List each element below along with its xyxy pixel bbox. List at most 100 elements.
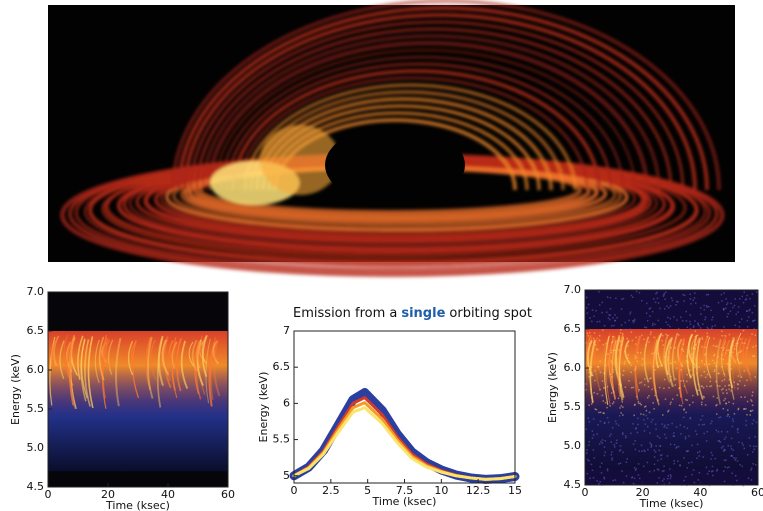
noise [636,360,638,362]
noise [746,453,749,456]
y-tick-label: 5 [283,469,290,482]
noise [735,457,737,459]
noise [705,352,707,355]
noise [738,441,740,444]
noise [752,355,754,357]
noise [661,339,663,342]
noise [661,480,664,482]
noise [716,403,718,406]
noise [667,423,670,426]
noise [746,326,749,328]
noise [726,409,729,411]
noise [732,402,735,405]
noise [709,385,711,388]
noise [723,378,726,381]
noise [665,333,667,336]
noise [688,404,691,406]
noise [598,304,601,306]
noise [598,411,600,414]
noise [728,333,731,336]
noise [741,342,744,344]
noise [710,422,712,425]
noise [683,408,686,410]
streak [53,335,60,367]
noise [704,404,707,406]
noise [722,349,724,351]
noise [742,329,745,332]
noise [675,378,677,380]
noise [614,479,617,481]
noise [609,373,612,375]
noise [723,373,726,375]
noise [707,328,709,330]
noise [588,440,590,443]
streak [663,334,671,383]
noise [683,409,685,411]
noise [612,340,614,343]
noise [639,351,642,354]
noise [737,311,739,313]
noise [722,445,724,448]
lensed-arc [237,76,589,191]
noise [585,296,588,299]
noise [693,325,695,327]
noise [730,455,732,457]
noise [730,437,733,440]
noise [749,445,751,447]
noise [617,463,620,465]
noise [625,461,628,463]
noise [696,334,699,337]
noise [710,309,712,312]
noise [694,430,697,432]
noise [733,381,735,383]
panel [289,330,520,484]
noise [694,347,696,350]
noise [619,449,622,451]
noise [659,454,662,457]
noise [609,308,612,310]
noise [641,364,643,366]
y-tick-label: 6.5 [564,322,582,335]
streak [84,339,91,407]
noise [752,445,755,448]
noise [650,444,653,447]
y-tick-label: 7 [283,324,290,337]
noise [607,353,609,355]
noise [587,335,590,337]
y-tick-label: 6.5 [273,360,291,373]
noise [665,321,667,323]
noise [654,323,656,326]
black-hole-image [48,0,735,278]
noise [736,358,739,361]
noise [742,301,745,304]
noise [692,469,695,471]
noise [603,454,606,457]
noise [620,324,623,326]
noise [726,315,729,318]
x-axis-label: Time (ksec) [372,495,437,508]
noise [694,336,696,338]
noise [723,399,725,402]
noise [754,319,756,322]
noise [663,465,665,467]
lensed-arc [195,27,673,191]
streak [594,338,601,391]
streak [736,332,742,365]
noise [629,328,631,330]
noise [740,318,743,320]
noise [650,446,652,448]
streak [604,335,610,406]
noise [692,394,694,397]
noise [600,440,602,443]
noise [585,383,587,385]
noise [717,372,720,375]
noise [596,320,599,323]
noise [665,437,667,439]
streak [191,339,198,372]
noise [709,328,711,331]
streak [169,340,176,365]
noise [667,316,669,319]
noise [646,396,649,399]
noise [743,408,746,410]
noise [635,343,637,345]
